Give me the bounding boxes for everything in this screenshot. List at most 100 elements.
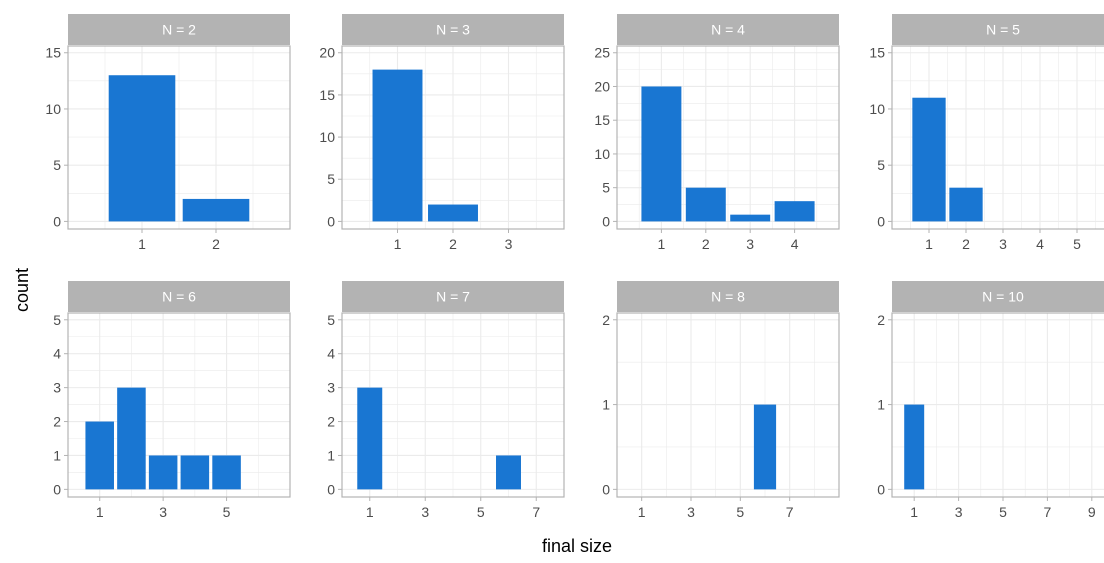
facet-strip-label: N = 8 (711, 289, 745, 305)
x-tick-label: 1 (394, 236, 402, 252)
y-tick-label: 5 (602, 180, 610, 196)
facet-strip-label: N = 5 (986, 22, 1020, 38)
y-tick-label: 0 (877, 481, 885, 497)
y-tick-label: 10 (45, 101, 61, 117)
panel-border (67, 45, 291, 230)
bar (357, 387, 383, 490)
y-axis-title: count (12, 268, 32, 312)
bar (180, 455, 210, 490)
bar (685, 187, 726, 222)
y-tick-label: 1 (877, 397, 885, 413)
y-tick-label: 1 (53, 447, 61, 463)
facet-panel: N = 3 0 5 10 15 20 1 2 3 (319, 14, 565, 252)
y-tick-label: 5 (877, 157, 885, 173)
y-tick-label: 4 (53, 346, 61, 362)
x-tick-label: 7 (532, 504, 540, 520)
x-tick-label: 3 (687, 504, 695, 520)
y-tick-label: 4 (327, 346, 335, 362)
x-tick-label: 5 (736, 504, 744, 520)
x-tick-label: 7 (786, 504, 794, 520)
bar (372, 69, 423, 222)
y-tick-label: 0 (877, 213, 885, 229)
facet-panel: N = 4 0 5 10 15 20 25 1 2 3 4 (594, 14, 840, 252)
bar (641, 86, 682, 222)
bar (108, 75, 176, 222)
facet-strip (617, 14, 839, 45)
x-tick-label: 2 (449, 236, 457, 252)
facet-strip-label: N = 4 (711, 22, 745, 38)
y-tick-label: 3 (327, 380, 335, 396)
bar (774, 201, 815, 222)
x-tick-label: 1 (638, 504, 646, 520)
y-tick-label: 15 (594, 112, 610, 128)
y-tick-label: 10 (319, 129, 335, 145)
x-tick-label: 2 (962, 236, 970, 252)
facet-strip (342, 14, 564, 45)
facet-strip (342, 281, 564, 312)
x-tick-label: 1 (366, 504, 374, 520)
y-tick-label: 10 (869, 101, 885, 117)
bar (117, 387, 146, 490)
facet-strip (617, 281, 839, 312)
x-tick-label: 5 (1073, 236, 1081, 252)
x-tick-label: 1 (925, 236, 933, 252)
y-tick-label: 1 (602, 397, 610, 413)
x-tick-label: 2 (702, 236, 710, 252)
panel-border (341, 312, 565, 498)
facet-strip (892, 281, 1104, 312)
x-tick-label: 5 (223, 504, 231, 520)
x-tick-label: 1 (138, 236, 146, 252)
facet-panel: N = 7 0 1 2 3 4 5 1 3 5 7 (327, 281, 565, 520)
x-tick-label: 1 (96, 504, 104, 520)
x-axis-title: final size (542, 536, 612, 556)
y-tick-label: 15 (45, 45, 61, 61)
bar (212, 455, 241, 490)
y-tick-label: 0 (53, 213, 61, 229)
y-tick-label: 0 (602, 213, 610, 229)
bar (904, 404, 925, 490)
facet-panel: N = 10 0 1 2 1 3 5 7 9 (877, 281, 1104, 520)
facet-panel: N = 8 0 1 2 1 3 5 7 (602, 281, 840, 520)
y-tick-label: 5 (53, 312, 61, 328)
bar (949, 187, 983, 222)
bar (753, 404, 777, 490)
bar (496, 455, 521, 490)
facet-strip-label: N = 7 (436, 289, 470, 305)
bar (182, 198, 250, 222)
y-tick-label: 15 (319, 87, 335, 103)
y-tick-label: 0 (53, 481, 61, 497)
y-tick-label: 2 (602, 312, 610, 328)
facet-strip-label: N = 6 (162, 289, 196, 305)
facet-strip (68, 14, 290, 45)
y-tick-label: 5 (53, 157, 61, 173)
x-tick-label: 1 (910, 504, 918, 520)
y-tick-label: 15 (869, 45, 885, 61)
x-tick-label: 5 (477, 504, 485, 520)
y-tick-label: 5 (327, 312, 335, 328)
x-tick-label: 7 (1044, 504, 1052, 520)
x-tick-label: 2 (212, 236, 220, 252)
facet-panel: N = 5 0 5 10 15 1 2 3 4 5 (869, 14, 1104, 252)
bar (148, 455, 178, 490)
y-tick-label: 5 (327, 171, 335, 187)
x-tick-label: 4 (791, 236, 799, 252)
x-tick-label: 3 (955, 504, 963, 520)
y-tick-label: 0 (327, 481, 335, 497)
x-tick-label: 3 (999, 236, 1007, 252)
x-tick-label: 4 (1036, 236, 1044, 252)
bar (730, 214, 771, 222)
facet-panel: N = 6 0 1 2 3 4 5 1 3 5 (53, 281, 291, 520)
x-tick-label: 3 (505, 236, 513, 252)
panel-border (67, 312, 291, 498)
y-tick-label: 1 (327, 447, 335, 463)
y-tick-label: 0 (602, 481, 610, 497)
bar (912, 97, 946, 222)
facet-strip-label: N = 2 (162, 22, 196, 38)
x-tick-label: 5 (999, 504, 1007, 520)
y-tick-label: 2 (53, 414, 61, 430)
y-tick-label: 3 (53, 380, 61, 396)
facet-strip-label: N = 3 (436, 22, 470, 38)
bar (428, 204, 478, 222)
